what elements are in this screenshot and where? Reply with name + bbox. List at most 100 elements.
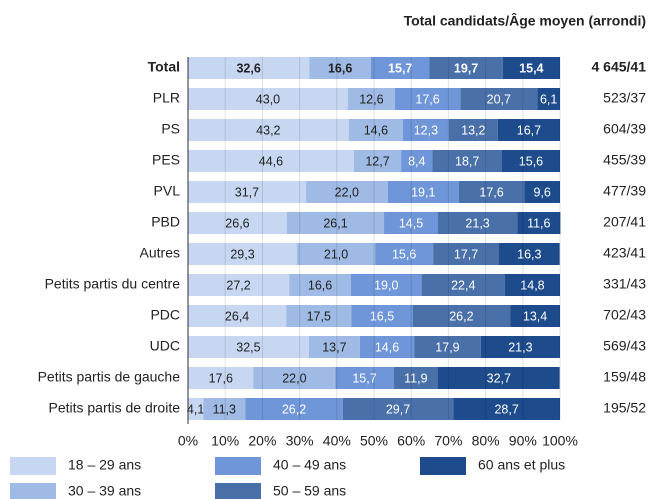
value-label: 9,6 xyxy=(533,185,550,199)
bar-segment xyxy=(371,57,430,79)
bar-segment xyxy=(517,212,561,234)
total-label: 159/48 xyxy=(603,369,646,385)
value-label: 15,4 xyxy=(519,61,543,75)
value-label: 26,6 xyxy=(225,216,249,230)
bar-segment xyxy=(401,150,433,172)
bar-segment xyxy=(188,243,297,265)
x-tick-label: 0% xyxy=(178,433,198,449)
value-label: 8,4 xyxy=(408,154,425,168)
value-label: 22,0 xyxy=(335,185,359,199)
value-label: 14,5 xyxy=(399,216,423,230)
bar-segment xyxy=(335,367,394,389)
bar-segment xyxy=(437,212,518,234)
category-label: PBD xyxy=(151,214,180,230)
category-label: Petits partis de droite xyxy=(48,400,180,416)
value-label: 11,3 xyxy=(213,402,236,416)
value-label: 6,1 xyxy=(540,92,557,106)
bar-segment xyxy=(414,336,481,358)
bar-segment xyxy=(524,181,560,203)
value-label: 20,7 xyxy=(487,92,511,106)
value-label: 16,6 xyxy=(328,61,352,75)
bar-segment xyxy=(375,243,434,265)
value-label: 29,3 xyxy=(230,247,254,261)
value-label: 15,6 xyxy=(392,247,416,261)
total-label: 477/39 xyxy=(603,183,646,199)
value-label: 19,7 xyxy=(454,61,478,75)
x-tick-label: 90% xyxy=(509,433,537,449)
category-label: PVL xyxy=(154,183,181,199)
bar-segment xyxy=(394,88,461,110)
bar-segment xyxy=(433,243,499,265)
value-label: 11,6 xyxy=(527,216,550,230)
bar-segment xyxy=(502,57,560,79)
bar-segment xyxy=(537,88,560,110)
bar-segment xyxy=(498,243,560,265)
bar-segment xyxy=(501,150,560,172)
bar-segment xyxy=(510,305,560,327)
bar-segment xyxy=(188,88,348,110)
value-label: 14,6 xyxy=(375,340,399,354)
bar-segment xyxy=(309,57,372,79)
total-label: 423/41 xyxy=(603,245,646,261)
value-label: 18,7 xyxy=(455,154,479,168)
value-label: 43,0 xyxy=(256,92,280,106)
x-tick-label: 60% xyxy=(397,433,425,449)
x-tick-label: 80% xyxy=(472,433,500,449)
category-label: PES xyxy=(152,152,180,168)
value-label: 12,6 xyxy=(359,92,383,106)
bar-segment xyxy=(188,181,306,203)
total-label: 523/37 xyxy=(603,90,646,106)
value-label: 31,7 xyxy=(235,185,259,199)
legend-label: 30 – 39 ans xyxy=(68,483,141,499)
bar-segment xyxy=(286,305,352,327)
bar-segment xyxy=(359,336,415,358)
category-label: Total xyxy=(148,59,180,75)
value-label: 22,0 xyxy=(282,371,306,385)
value-label: 19,1 xyxy=(411,185,435,199)
value-label: 27,2 xyxy=(226,278,250,292)
bar-segment xyxy=(393,367,438,389)
bar-segment xyxy=(403,119,449,141)
value-label: 32,5 xyxy=(236,340,260,354)
value-label: 21,0 xyxy=(324,247,348,261)
bar-segment xyxy=(347,88,395,110)
bar-segment xyxy=(188,57,310,79)
bar-segment xyxy=(245,398,343,420)
value-label: 26,4 xyxy=(225,309,249,323)
value-label: 19,0 xyxy=(374,278,398,292)
legend-label: 18 – 29 ans xyxy=(68,457,141,473)
total-label: 207/41 xyxy=(603,214,646,230)
legend-label: 50 – 59 ans xyxy=(273,483,346,499)
category-label: PDC xyxy=(150,307,180,323)
value-label: 17,6 xyxy=(209,371,233,385)
total-label: 195/52 xyxy=(603,400,646,416)
value-label: 17,6 xyxy=(479,185,503,199)
x-tick-label: 30% xyxy=(286,433,314,449)
category-label: PS xyxy=(161,121,180,137)
value-label: 21,3 xyxy=(508,340,532,354)
legend-swatch xyxy=(215,483,261,499)
value-label: 14,8 xyxy=(520,278,544,292)
value-label: 28,7 xyxy=(494,402,518,416)
category-label: Petits partis de gauche xyxy=(38,369,181,385)
value-label: 13,2 xyxy=(461,123,485,137)
bar-segment xyxy=(460,88,538,110)
value-label: 32,6 xyxy=(236,61,260,75)
x-tick-label: 20% xyxy=(248,433,276,449)
bar-segment xyxy=(353,150,402,172)
legend-swatch xyxy=(215,457,261,475)
bar-segment xyxy=(384,212,438,234)
value-label: 12,7 xyxy=(365,154,389,168)
category-label: UDC xyxy=(150,338,180,354)
bar-segment xyxy=(296,243,376,265)
value-label: 15,7 xyxy=(352,371,376,385)
value-label: 17,9 xyxy=(435,340,459,354)
value-label: 29,7 xyxy=(386,402,410,416)
value-label: 15,7 xyxy=(388,61,412,75)
bar-segment xyxy=(504,274,560,296)
value-label: 13,4 xyxy=(523,309,547,323)
bar-segment xyxy=(432,150,502,172)
bar-segment xyxy=(342,398,454,420)
category-label: PLR xyxy=(153,90,180,106)
